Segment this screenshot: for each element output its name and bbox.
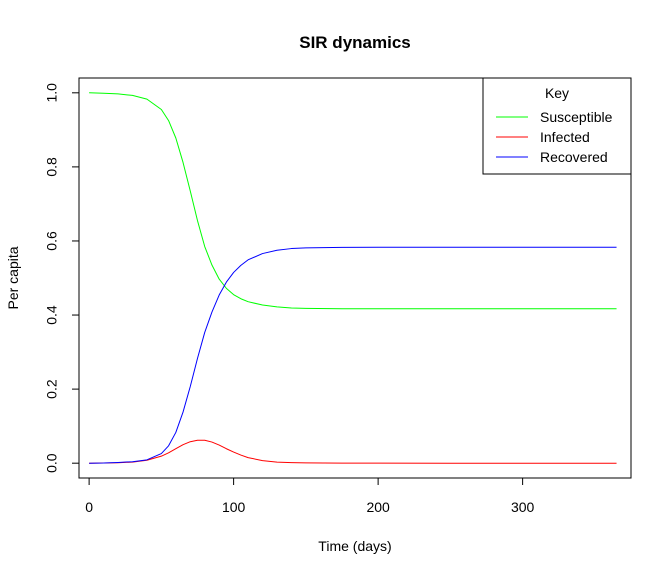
y-tick-label: 0.2	[44, 379, 60, 399]
legend-label-infected: Infected	[540, 129, 590, 145]
legend-label-susceptible: Susceptible	[540, 109, 613, 125]
x-tick-label: 300	[511, 499, 535, 515]
y-axis-label: Per capita	[5, 246, 21, 309]
legend: Key Susceptible Infected Recovered	[482, 77, 632, 175]
x-tick-label: 100	[222, 499, 246, 515]
y-tick-label: 0.6	[44, 231, 60, 251]
series-line-susceptible	[89, 92, 617, 310]
legend-title: Key	[545, 85, 569, 101]
legend-box	[482, 77, 632, 175]
y-tick-label: 0.0	[44, 453, 60, 473]
x-tick-label: 200	[366, 499, 390, 515]
legend-label-recovered: Recovered	[540, 149, 608, 165]
x-tick-label: 0	[85, 499, 93, 515]
series-group	[89, 92, 617, 464]
y-tick-label: 0.8	[44, 157, 60, 177]
x-axis-label: Time (days)	[318, 538, 391, 554]
y-axis: 0.0 0.2 0.4 0.6 0.8 1.0	[44, 83, 79, 473]
x-axis: 0 100 200 300	[85, 478, 535, 515]
y-tick-label: 0.4	[44, 305, 60, 325]
chart-title: SIR dynamics	[299, 33, 411, 52]
series-line-recovered	[89, 246, 617, 464]
series-line-infected	[89, 439, 617, 464]
plot-frame	[78, 77, 632, 479]
y-tick-label: 1.0	[44, 83, 60, 103]
